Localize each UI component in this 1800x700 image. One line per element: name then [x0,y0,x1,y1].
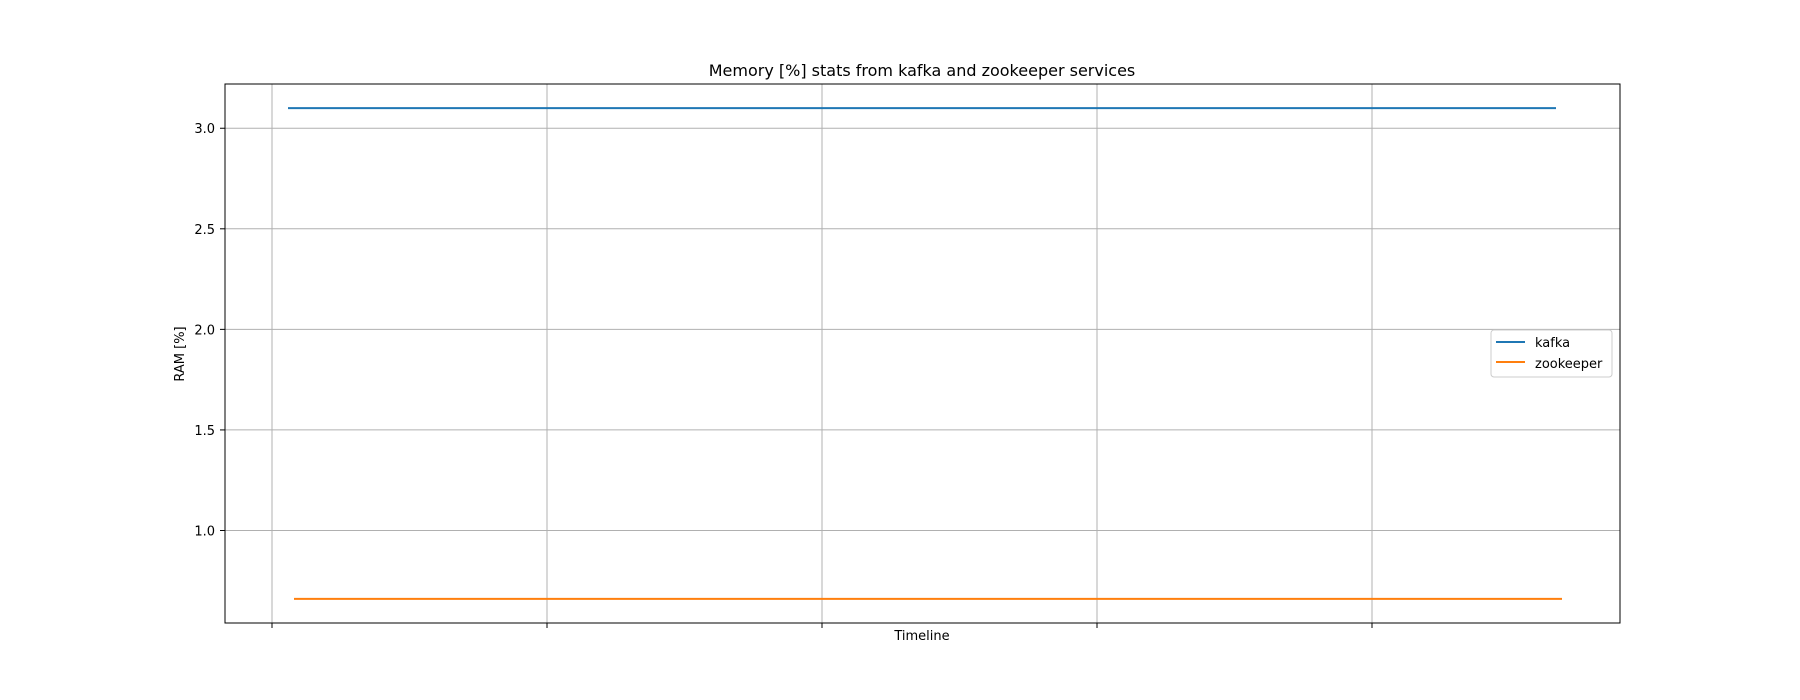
y-tick-label: 2.5 [194,223,215,238]
legend: kafka zookeeper [1490,329,1613,378]
legend-label-kafka: kafka [1535,336,1570,351]
grid [225,84,1620,623]
y-tick-label: 1.5 [194,424,215,439]
chart-title: Memory [%] stats from kafka and zookeepe… [709,61,1136,80]
legend-label-zookeeper: zookeeper [1535,357,1603,372]
y-tick-label: 1.0 [194,524,215,539]
y-tick-label: 2.0 [194,323,215,338]
series-lines [288,107,1562,600]
x-axis-label: Timeline [893,629,949,644]
y-axis-label: RAM [%] [173,326,188,381]
y-tick-label: 3.0 [194,122,215,137]
y-axis-ticks: 1.0 1.5 2.0 2.5 3.0 [194,122,1373,628]
plot-area-frame [224,83,1621,624]
